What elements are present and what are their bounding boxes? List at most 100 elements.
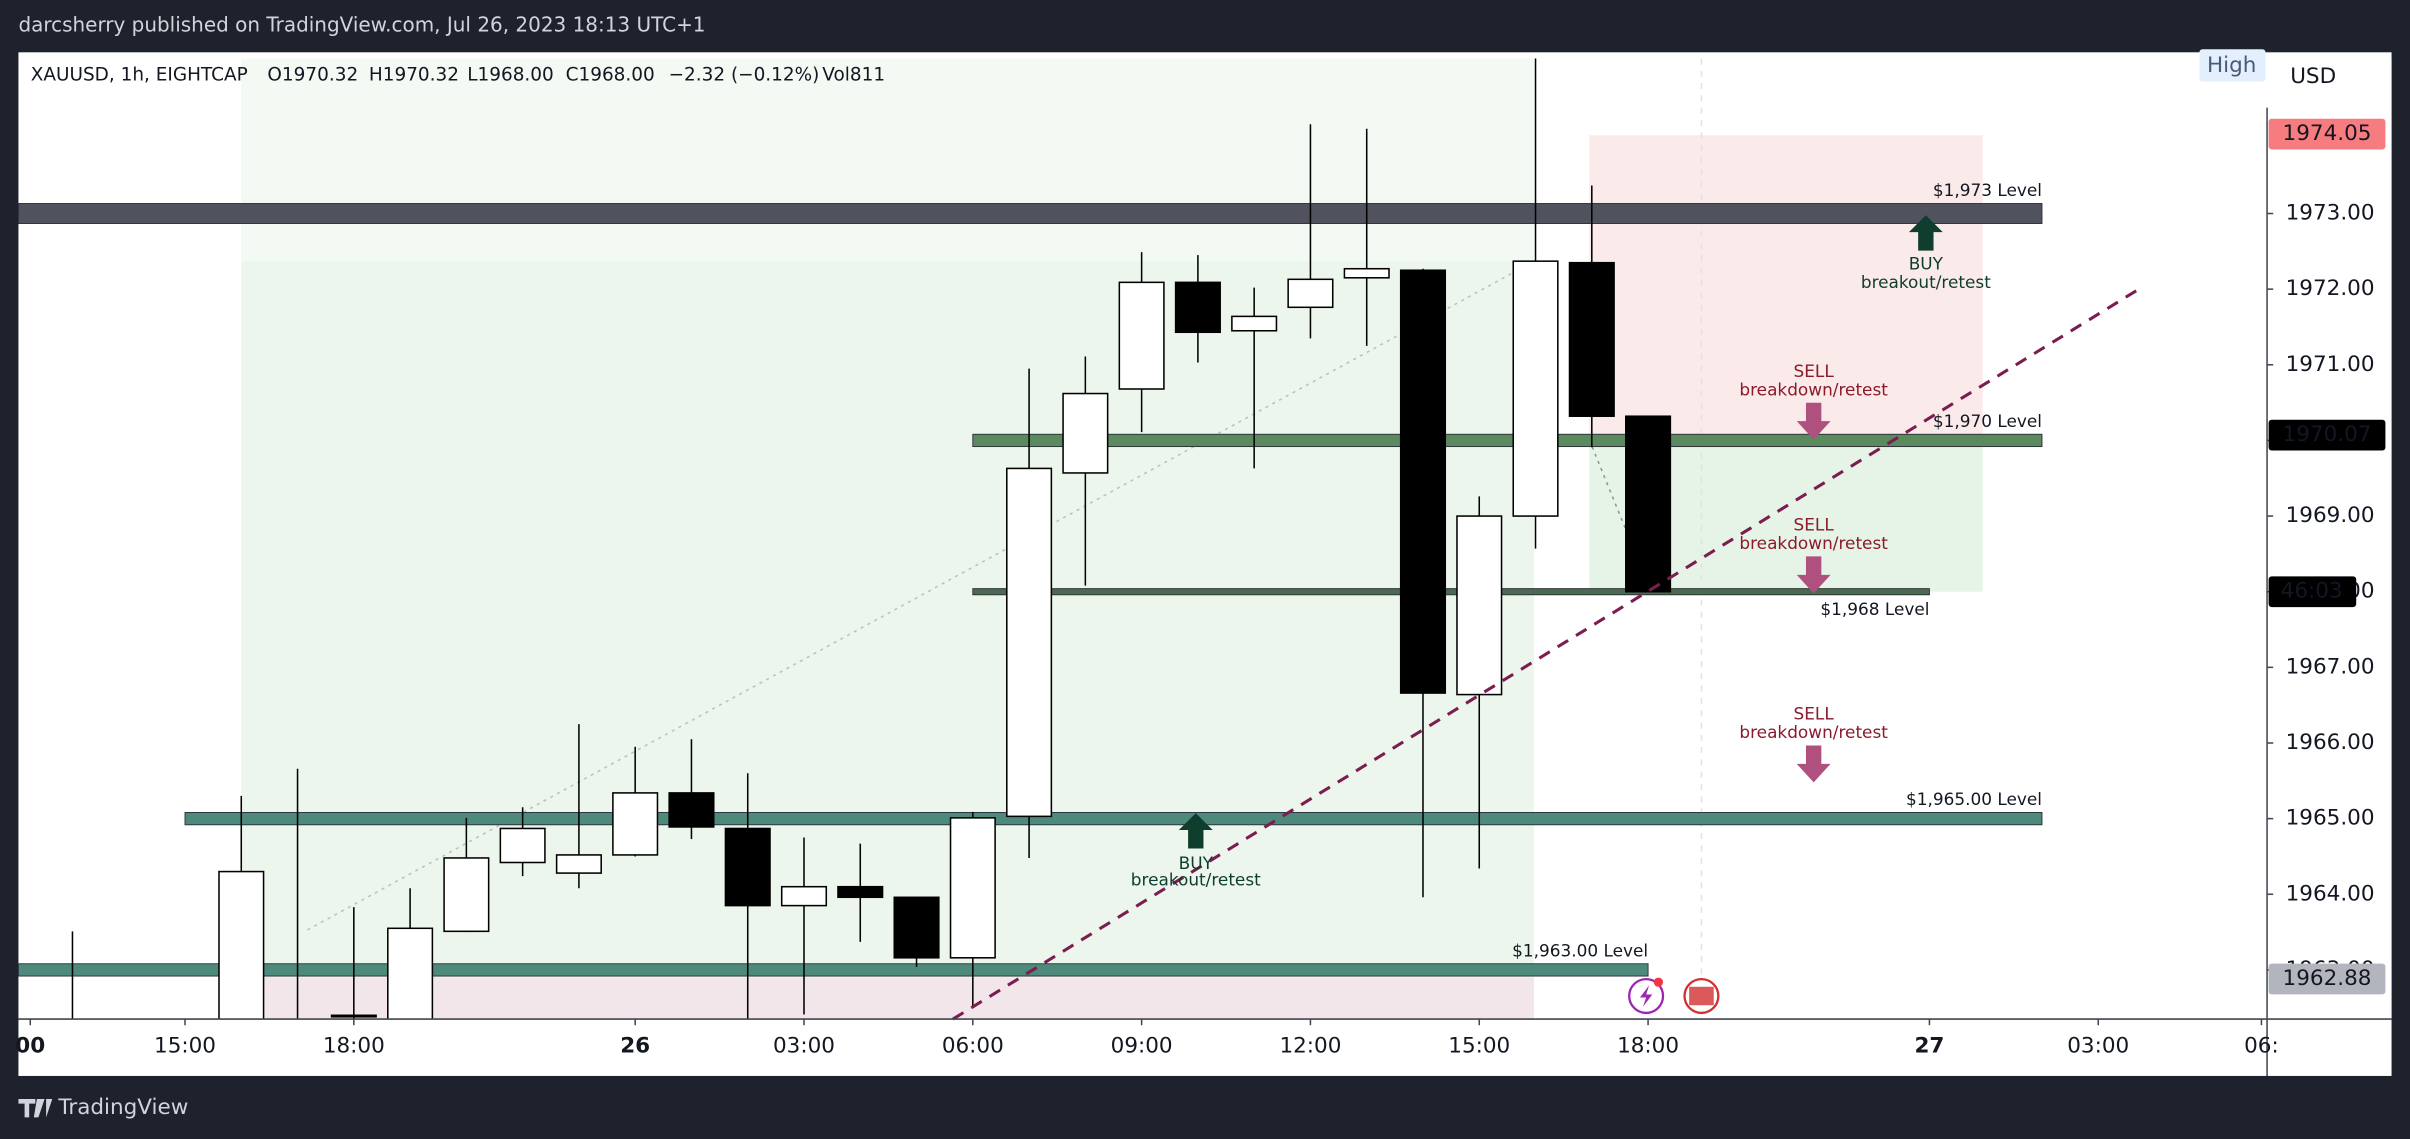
high-marker: High bbox=[2207, 53, 2256, 78]
annotation-action: SELL bbox=[1794, 515, 1835, 535]
flash-glyph bbox=[1639, 985, 1653, 1007]
legend-low: L1968.00 bbox=[467, 64, 554, 85]
level-label: $1,970 Level bbox=[1933, 411, 2042, 431]
annotation-action: SELL bbox=[1794, 704, 1835, 724]
stop-zone bbox=[241, 977, 1534, 1020]
guide-line bbox=[1588, 439, 1627, 531]
legend-open: O1970.32 bbox=[267, 64, 358, 85]
x-tick-label: 15:00 bbox=[1448, 1034, 1510, 1059]
price-label-box bbox=[2268, 118, 2386, 150]
y-tick-label: 1967.00 bbox=[2286, 654, 2375, 679]
candles bbox=[71, 58, 1672, 1020]
x-tick-label: 15:00 bbox=[154, 1034, 216, 1059]
candle-body bbox=[443, 857, 490, 933]
arrow-up bbox=[1908, 215, 1943, 251]
y-tick-label: 1964.00 bbox=[2286, 881, 2375, 906]
annotation-action: BUY bbox=[1909, 253, 1944, 273]
candle-body bbox=[780, 885, 828, 907]
y-tick-label: 1966.00 bbox=[2286, 730, 2375, 755]
currency[interactable]: USD bbox=[2290, 64, 2336, 89]
annotation-action: SELL bbox=[1794, 361, 1835, 381]
level-band bbox=[972, 433, 2043, 448]
annotation-text: breakdown/retest bbox=[1739, 722, 1888, 742]
y-tick-label: 1965.00 bbox=[2286, 806, 2375, 831]
candle-body bbox=[1174, 281, 1221, 334]
price-label: 1970.07 bbox=[2283, 422, 2372, 447]
x-tick-label: 27 bbox=[1914, 1034, 1944, 1059]
arrow-up bbox=[1178, 813, 1213, 849]
candle-body bbox=[330, 1014, 377, 1018]
brand: TradingView bbox=[57, 1095, 188, 1120]
candle-body bbox=[837, 885, 884, 899]
y-tick-label: 1971.00 bbox=[2286, 352, 2375, 377]
candle-body bbox=[1568, 261, 1615, 417]
candle-body bbox=[1343, 267, 1390, 279]
x-tick-label: 26 bbox=[620, 1034, 650, 1059]
annotation-text: breakout/retest bbox=[1861, 272, 1991, 292]
y-tick-label: 1969.00 bbox=[2286, 503, 2375, 528]
annotation-sell: SELL breakdown/retest bbox=[1739, 361, 1888, 440]
candle-body bbox=[1287, 278, 1334, 309]
candle-body bbox=[1118, 281, 1165, 390]
annotation-text: breakout/retest bbox=[1131, 870, 1261, 890]
level-band bbox=[18, 203, 2043, 224]
x-tick-label: 12:00 bbox=[1279, 1034, 1341, 1059]
arrow-down bbox=[1796, 402, 1831, 440]
annotation-text: breakdown/retest bbox=[1739, 533, 1888, 553]
legend-volume: Vol811 bbox=[822, 64, 885, 85]
risk-zone bbox=[1589, 135, 1983, 440]
annotation-buy: BUY breakout/retest bbox=[1861, 215, 1991, 292]
candle-body bbox=[218, 870, 265, 1020]
price-labels: 1974.05 1970.07 46:03 1962.88 bbox=[2268, 118, 2386, 995]
x-tick-label: 18:00 bbox=[323, 1034, 385, 1059]
x-tick-label: 03:00 bbox=[773, 1034, 835, 1059]
annotation-text: breakdown/retest bbox=[1739, 379, 1888, 399]
level-band bbox=[184, 812, 2043, 826]
candle-body bbox=[1062, 392, 1109, 474]
y-tick-label: 1973.00 bbox=[2286, 201, 2375, 226]
x-tick-label: 00 bbox=[15, 1034, 45, 1059]
price-label: 1974.05 bbox=[2283, 121, 2372, 146]
candle-body bbox=[1399, 269, 1447, 694]
legend-change: −2.32 (−0.12%) bbox=[669, 64, 820, 85]
legend-symbol: XAUUSD, 1h, EIGHTCAP bbox=[31, 64, 248, 85]
price-label: 46:03 bbox=[2281, 579, 2343, 604]
trend-line bbox=[952, 284, 2145, 1021]
price-axis[interactable] bbox=[2268, 58, 2392, 1020]
candle-body bbox=[724, 827, 771, 907]
x-tick-label: 06:00 bbox=[942, 1034, 1004, 1059]
legend-close: C1968.00 bbox=[566, 64, 655, 85]
candle-body bbox=[1625, 415, 1672, 593]
price-label: 1962.88 bbox=[2283, 966, 2372, 991]
candle-body bbox=[1231, 315, 1278, 332]
annotation-action: BUY bbox=[1179, 853, 1214, 873]
price-label-box bbox=[2268, 419, 2386, 451]
y-tick-label: 1972.00 bbox=[2286, 276, 2375, 301]
price-label-box bbox=[2268, 576, 2357, 608]
x-tick-label: 06: bbox=[2244, 1034, 2279, 1059]
candle-body bbox=[612, 792, 659, 856]
candle-body bbox=[1456, 515, 1503, 696]
candle-body bbox=[949, 817, 996, 959]
event-icons[interactable] bbox=[1628, 977, 1720, 1015]
level-label: $1,968 Level bbox=[1820, 599, 1929, 619]
flag-glyph bbox=[1689, 986, 1714, 1006]
annotation-buy: BUY breakout/retest bbox=[1131, 813, 1261, 890]
high-marker-box bbox=[2199, 49, 2266, 82]
x-axis: 00 15:00 18:00 26 03:00 06:00 09:00 12:00 15:00 1… bbox=[15, 1019, 2279, 1059]
candle-body bbox=[893, 896, 940, 959]
x-tick-label: 09:00 bbox=[1111, 1034, 1173, 1059]
candle-body bbox=[1006, 467, 1053, 818]
level-band bbox=[972, 588, 1930, 596]
legend-high: H1970.32 bbox=[369, 64, 459, 85]
candle-body bbox=[499, 827, 546, 864]
candle-body bbox=[668, 792, 715, 828]
price-label-box bbox=[2268, 963, 2386, 995]
publisher: darcsherry published on TradingView.com,… bbox=[18, 13, 705, 37]
x-tick-label: 18:00 bbox=[1617, 1034, 1679, 1059]
x-tick-label: 03:00 bbox=[2067, 1034, 2129, 1059]
long-zone-top bbox=[241, 58, 1534, 262]
candle-body bbox=[555, 854, 602, 874]
level-label: $1,973 Level bbox=[1933, 180, 2042, 200]
